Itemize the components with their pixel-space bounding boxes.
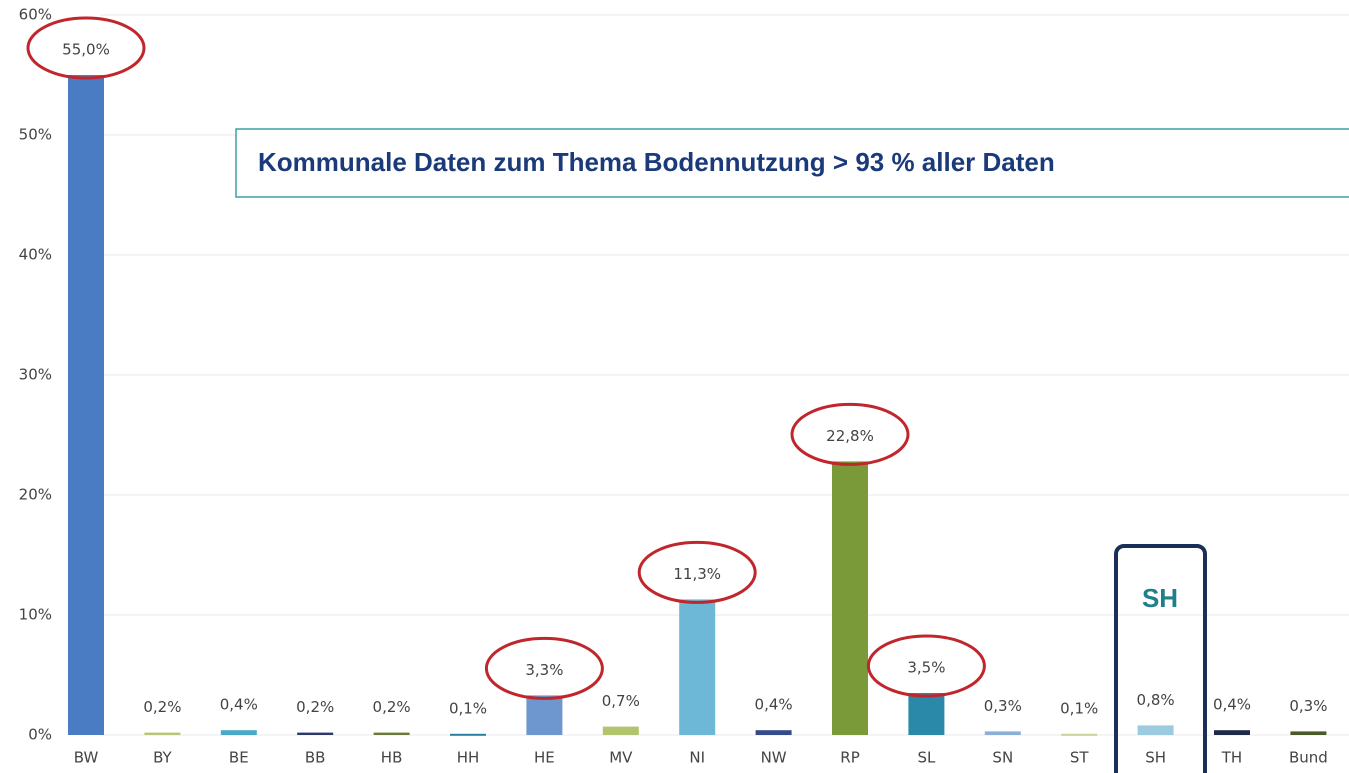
y-tick-label: 50%	[19, 126, 52, 144]
value-label: 0,2%	[373, 698, 411, 716]
x-tick-label: RP	[840, 749, 859, 767]
annotation-box	[235, 128, 1349, 198]
bar	[220, 730, 257, 735]
bar	[602, 726, 639, 735]
x-tick-label: SL	[917, 749, 936, 767]
highlight-circle	[26, 16, 146, 80]
x-tick-label: HE	[534, 749, 555, 767]
x-tick-label: BB	[305, 749, 326, 767]
bar	[832, 461, 868, 735]
highlight-circle	[637, 540, 757, 604]
x-tick-label: MV	[609, 749, 633, 767]
y-tick-label: 0%	[28, 726, 52, 744]
y-tick-label: 10%	[19, 606, 52, 624]
value-label: 0,2%	[143, 698, 181, 716]
value-label: 22,8%	[826, 427, 874, 445]
x-tick-label: NW	[761, 749, 787, 767]
x-tick-label: TH	[1221, 749, 1242, 767]
value-label: 0,4%	[1213, 696, 1251, 714]
bar	[984, 731, 1021, 735]
bar	[1061, 733, 1098, 736]
y-tick-label: 40%	[19, 246, 52, 264]
y-tick-label: 20%	[19, 486, 52, 504]
bar	[1214, 730, 1250, 735]
y-tick-label: 60%	[19, 6, 52, 24]
value-label: 55,0%	[62, 41, 110, 59]
bar	[144, 732, 181, 735]
value-label: 0,1%	[449, 699, 487, 717]
x-tick-label: BW	[74, 749, 99, 767]
x-tick-label: SN	[992, 749, 1013, 767]
value-label: 11,3%	[673, 565, 721, 583]
highlight-circle	[790, 402, 910, 466]
x-tick-label: HH	[457, 749, 480, 767]
value-label: 0,4%	[220, 696, 258, 714]
bar	[526, 695, 563, 735]
value-label: 0,4%	[755, 696, 793, 714]
bar	[679, 599, 716, 735]
bar	[1137, 725, 1174, 735]
highlight-box	[1114, 544, 1207, 773]
bar	[1290, 731, 1327, 735]
x-tick-label: Bund	[1289, 749, 1328, 767]
value-label: 3,5%	[907, 659, 945, 677]
bar	[68, 75, 104, 735]
bar	[755, 730, 792, 735]
plot-area: 0% 10% 20% 30% 40% 50% 60% BW 55,0% BY 0,2% BE 0,4% B…	[19, 6, 1349, 767]
value-label: 0,3%	[1289, 697, 1327, 715]
x-tick-label: NI	[689, 749, 705, 767]
bar	[908, 693, 945, 735]
bar	[297, 732, 334, 735]
highlight-circle	[866, 634, 986, 698]
value-label: 0,8%	[1137, 691, 1175, 709]
x-tick-label: BE	[229, 749, 249, 767]
value-label: 0,7%	[602, 692, 640, 710]
highlight-circle	[484, 636, 604, 700]
x-tick-label: SH	[1145, 749, 1166, 767]
x-tick-label: BY	[153, 749, 172, 767]
highlight-label: SH	[1142, 583, 1178, 613]
value-label: 0,1%	[1060, 699, 1098, 717]
x-tick-label: ST	[1070, 749, 1090, 767]
value-label: 3,3%	[525, 661, 563, 679]
x-tick-label: HB	[381, 749, 403, 767]
annotation: Kommunale Daten zum Thema Bodennutzung >…	[258, 147, 1055, 177]
value-label: 0,2%	[296, 698, 334, 716]
bar	[450, 733, 486, 736]
value-label: 0,3%	[984, 697, 1022, 715]
bar	[373, 732, 410, 735]
y-tick-label: 30%	[19, 366, 52, 384]
